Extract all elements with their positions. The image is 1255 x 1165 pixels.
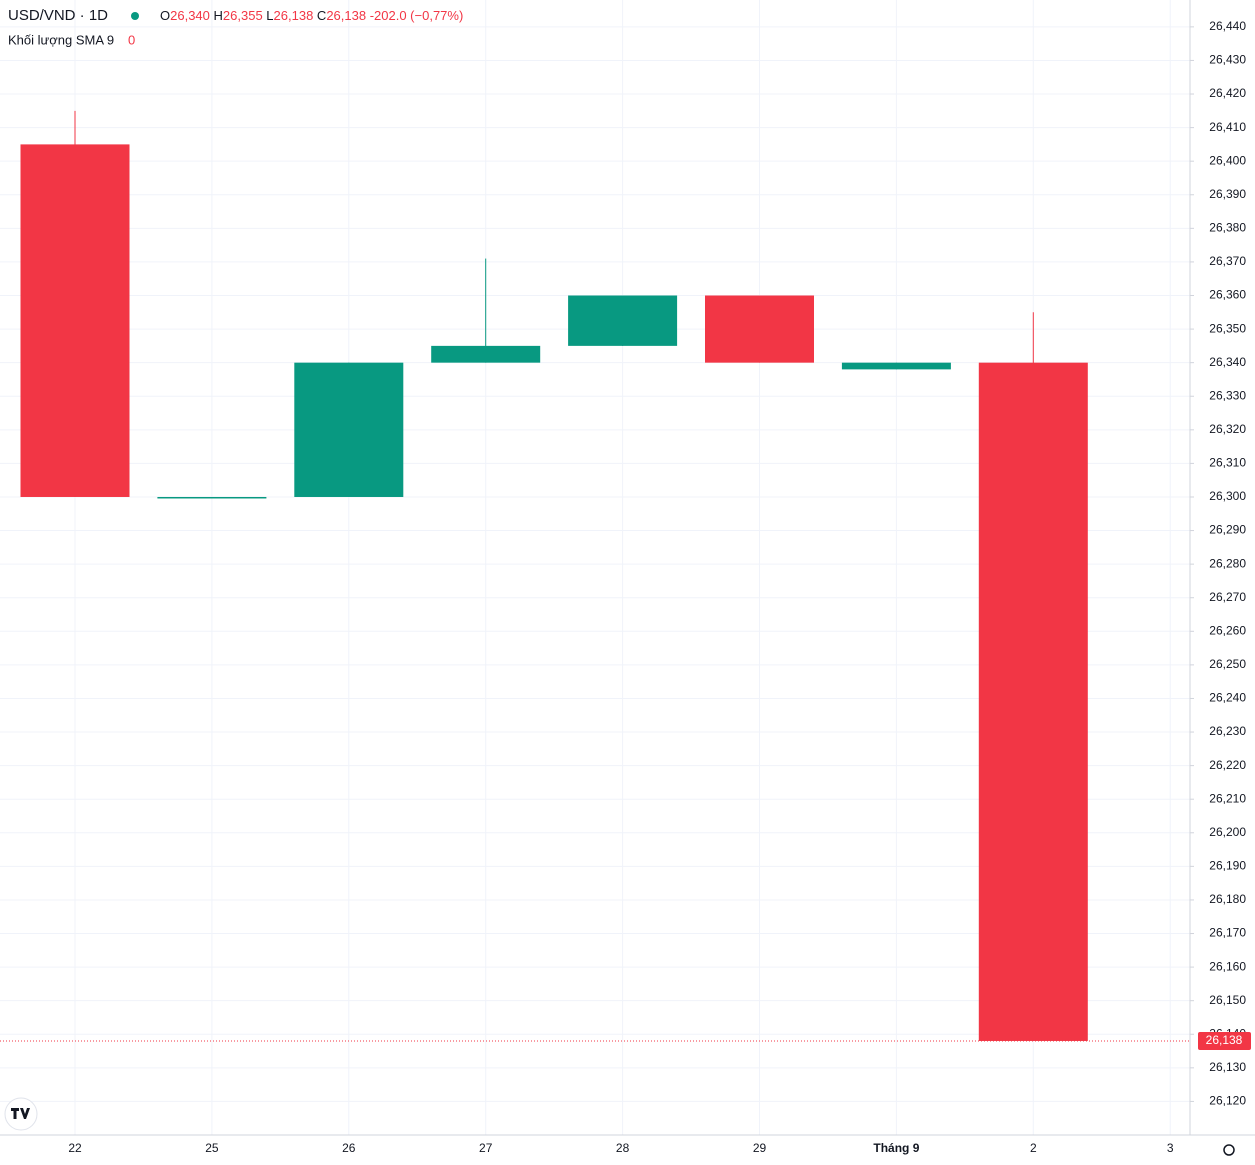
y-tick-label: 26,390: [1209, 187, 1246, 201]
candle-body: [568, 295, 678, 346]
y-tick-label: 26,190: [1209, 859, 1246, 873]
stat-label: L: [266, 8, 273, 23]
x-tick-label: Tháng 9: [873, 1141, 919, 1155]
stat-label: H: [214, 8, 223, 23]
y-tick-label: 26,130: [1209, 1060, 1246, 1074]
plot: [0, 110, 1190, 1042]
y-tick-label: 26,430: [1209, 53, 1246, 67]
y-tick-label: 26,170: [1209, 926, 1246, 940]
y-tick-label: 26,220: [1209, 758, 1246, 772]
logo-badge: [4, 1097, 38, 1131]
y-tick-label: 26,240: [1209, 691, 1246, 705]
candle-body: [978, 362, 1088, 1041]
y-tick-label: 26,380: [1209, 221, 1246, 235]
x-tick-label: 3: [1167, 1141, 1174, 1155]
y-tick-label: 26,300: [1209, 489, 1246, 503]
stat-label: C: [317, 8, 326, 23]
y-tick-label: 26,260: [1209, 623, 1246, 637]
y-tick-label: 26,180: [1209, 892, 1246, 906]
candle-body: [841, 362, 951, 370]
gear[interactable]: [1223, 1144, 1235, 1156]
last-price-badge: [1198, 1031, 1251, 1050]
stat-value: 26,138: [326, 8, 366, 23]
y-tick-label: 26,350: [1209, 321, 1246, 335]
last-price-label: 26,138: [1206, 1033, 1243, 1047]
y-tick-label: 26,340: [1209, 355, 1246, 369]
y-tick-label: 26,360: [1209, 288, 1246, 302]
y-tick-label: 26,400: [1209, 153, 1246, 167]
symbol: USD/VND · 1D: [8, 7, 108, 24]
candle-body: [20, 144, 130, 497]
x-tick-label: 26: [342, 1141, 356, 1155]
y-tick-label: 26,290: [1209, 523, 1246, 537]
y-tick-label: 26,370: [1209, 254, 1246, 268]
stat-value: 26,340: [170, 8, 210, 23]
volume-label: Khối lượng SMA 9: [8, 32, 114, 47]
x-tick-label: 22: [68, 1141, 82, 1155]
candle-body: [705, 295, 814, 363]
status-dot: [131, 12, 139, 20]
stat-label: O: [160, 8, 170, 23]
x-tick-label: 25: [205, 1141, 219, 1155]
y-tick-label: 26,200: [1209, 825, 1246, 839]
y-tick-label: 26,330: [1209, 388, 1246, 402]
ohlc: O26,340 H26,355 L26,138 C26,138 -202.0 (…: [160, 8, 463, 23]
volume-value: 0: [128, 32, 135, 47]
y-tick-label: 26,440: [1209, 19, 1246, 33]
candle-body: [431, 345, 541, 363]
stat-value: 26,138: [274, 8, 314, 23]
x-tick-label: 2: [1030, 1141, 1037, 1155]
y-tick-label: 26,210: [1209, 791, 1246, 805]
y-tick-label: 26,250: [1209, 657, 1246, 671]
candle-body: [294, 362, 404, 497]
y-tick-label: 26,270: [1209, 590, 1246, 604]
logo-mark: [11, 1108, 30, 1119]
candle-body: [157, 496, 267, 499]
y-tick-label: 26,310: [1209, 456, 1246, 470]
change: -202.0 (−0,77%): [370, 8, 464, 23]
x-tick-label: 28: [616, 1141, 630, 1155]
y-tick-label: 26,410: [1209, 120, 1246, 134]
settings-icon[interactable]: [1223, 1144, 1235, 1156]
y-tick-label: 26,230: [1209, 724, 1246, 738]
y-tick-label: 26,280: [1209, 556, 1246, 570]
stat-value: 26,355: [223, 8, 263, 23]
logo: [4, 1097, 38, 1131]
x-tick-label: 29: [753, 1141, 767, 1155]
y-tick-label: 26,120: [1209, 1094, 1246, 1108]
y-tick-label: 26,320: [1209, 422, 1246, 436]
y-tick-label: 26,420: [1209, 86, 1246, 100]
y-tick-label: 26,160: [1209, 959, 1246, 973]
x-tick-label: 27: [479, 1141, 493, 1155]
y-tick-label: 26,150: [1209, 993, 1246, 1007]
